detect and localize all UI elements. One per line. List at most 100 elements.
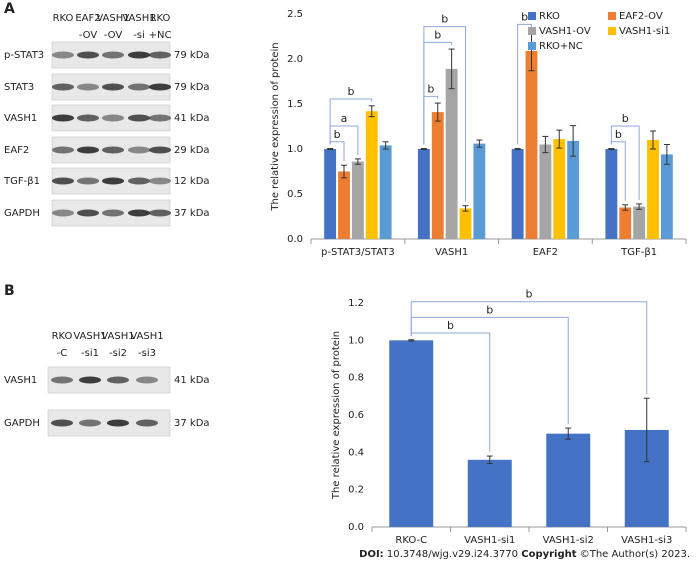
blot-band	[52, 177, 74, 185]
blot-band	[102, 114, 124, 122]
bar	[619, 207, 632, 239]
size-label: 79 kDa	[174, 50, 210, 61]
blot-band	[102, 177, 124, 185]
error-bar	[556, 129, 563, 149]
x-tick-label: VASH1-si2	[543, 535, 594, 546]
protein-label: TGF-β1	[3, 176, 40, 187]
blot-band	[52, 83, 74, 91]
bar	[365, 111, 378, 239]
x-tick-label: p-STAT3/STAT3	[321, 247, 395, 258]
blot-band	[102, 83, 124, 91]
lane-label: +NC	[149, 30, 172, 41]
error-bar	[476, 139, 483, 148]
blot-band	[77, 51, 99, 59]
blot-band	[52, 146, 74, 154]
y-tick-label: 0.8	[348, 373, 364, 384]
blot-band	[149, 51, 171, 59]
y-axis-label: The relative expression of protein	[270, 42, 281, 211]
lane-label: RKO	[150, 13, 171, 24]
blot-band	[128, 51, 150, 59]
y-tick-label: 0.4	[348, 447, 364, 458]
size-label: 37 kDa	[174, 418, 210, 429]
y-tick-label: 1.0	[287, 144, 303, 155]
error-bar	[565, 427, 572, 440]
x-tick-label: VASH1-si1	[464, 535, 515, 546]
significance-label: a	[341, 112, 348, 125]
copyright-label: Copyright	[521, 549, 577, 560]
blot-band	[128, 209, 150, 217]
bar	[379, 145, 392, 239]
significance-bracket	[329, 98, 373, 145]
bar	[553, 139, 566, 239]
protein-label: EAF2	[4, 145, 29, 156]
significance-label: b	[347, 85, 354, 98]
doi-label: DOI:	[359, 549, 384, 560]
legend-swatch	[528, 27, 536, 35]
bar	[417, 149, 430, 239]
error-bar	[327, 148, 334, 150]
lane-label: RKO	[52, 331, 73, 342]
significance-label: b	[526, 288, 533, 301]
bar	[338, 171, 350, 239]
significance-bracket	[423, 26, 466, 202]
lane-label: -C	[57, 348, 68, 359]
blot-band	[102, 209, 124, 217]
y-tick-label: 0.0	[348, 522, 364, 533]
error-bar	[608, 148, 615, 150]
x-tick-label: VASH1	[435, 247, 468, 258]
y-tick-label: 0.5	[287, 189, 303, 200]
blot-band	[149, 83, 171, 91]
blot-band	[51, 376, 73, 384]
blot-band	[149, 177, 171, 185]
significance-bracket	[410, 301, 648, 395]
lane-label: VASH1	[73, 331, 106, 342]
lane-label: VASH1	[96, 13, 129, 24]
bar	[445, 68, 458, 240]
blot-band	[128, 146, 150, 154]
protein-label: p-STAT3	[4, 50, 44, 61]
bar	[324, 149, 337, 239]
significance-label: b	[447, 319, 454, 332]
significance-label: b	[486, 303, 493, 316]
bar	[567, 140, 580, 239]
blot-band	[77, 177, 99, 185]
error-bar	[650, 130, 656, 150]
blot-band	[136, 419, 158, 427]
bar	[546, 433, 591, 527]
error-bar	[420, 148, 427, 150]
x-tick-label: EAF2	[533, 247, 558, 258]
bar	[467, 459, 512, 527]
bar	[511, 149, 524, 239]
error-bar	[354, 158, 361, 165]
lane-label: -OV	[79, 30, 98, 41]
error-bar	[643, 397, 650, 463]
error-bar	[636, 203, 643, 210]
bar	[525, 50, 538, 240]
y-tick-label: 0.6	[348, 410, 364, 421]
significance-label: b	[434, 28, 441, 41]
blot-band	[102, 146, 124, 154]
legend-swatch	[608, 12, 616, 20]
y-tick-label: 1.2	[348, 298, 364, 309]
y-tick-label: 0.2	[348, 485, 364, 496]
footer: DOI: 10.3748/wjg.v29.i24.3770 Copyright …	[359, 549, 690, 560]
y-tick-label: 1.5	[287, 99, 303, 110]
y-tick-label: 2.0	[287, 54, 303, 65]
significance-label: b	[521, 10, 528, 23]
lane-label: -OV	[104, 30, 123, 41]
error-bar	[514, 148, 521, 150]
lane-label: EAF2	[75, 13, 100, 24]
bar	[431, 112, 444, 239]
bar	[389, 340, 434, 527]
significance-bracket	[517, 23, 532, 145]
error-bar	[382, 141, 389, 150]
error-bar	[434, 102, 441, 122]
protein-label: VASH1	[4, 375, 37, 386]
error-bar	[448, 48, 455, 90]
blot-band	[128, 83, 150, 91]
legend-label: VASH1-si1	[619, 26, 670, 37]
x-tick-label: TGF-β1	[620, 247, 657, 258]
protein-label: STAT3	[4, 82, 34, 93]
error-bar	[462, 205, 469, 212]
